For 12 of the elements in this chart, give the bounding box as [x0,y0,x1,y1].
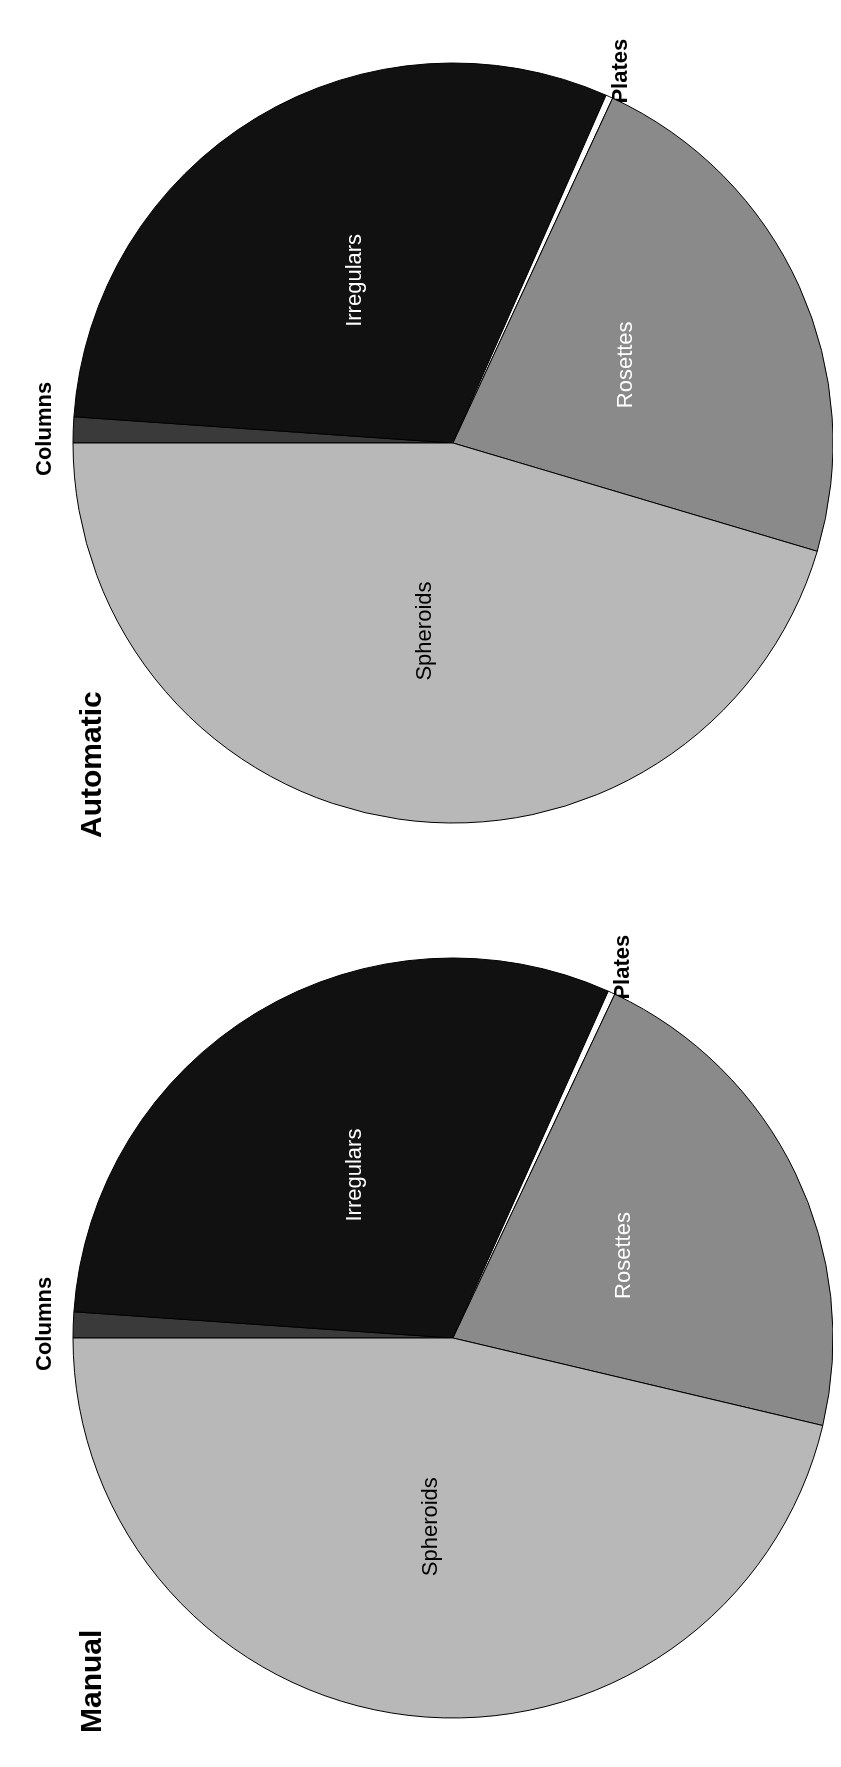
slice-label: Rosettes [609,1212,635,1299]
slice-label: Irregulars [341,1128,367,1222]
text: Automatic [73,691,107,838]
slice-label: Columns [31,381,57,476]
slice-label: Spheroids [416,1477,442,1577]
slice-label: Rosettes [611,321,637,409]
slice-label: Plates [609,934,635,1000]
text: Manual [73,1629,107,1733]
slice-label: Irregulars [340,233,366,327]
slice-label: Spheroids [411,581,437,681]
slice-label: Plates [606,38,632,104]
slice-label: Columns [31,1276,57,1371]
